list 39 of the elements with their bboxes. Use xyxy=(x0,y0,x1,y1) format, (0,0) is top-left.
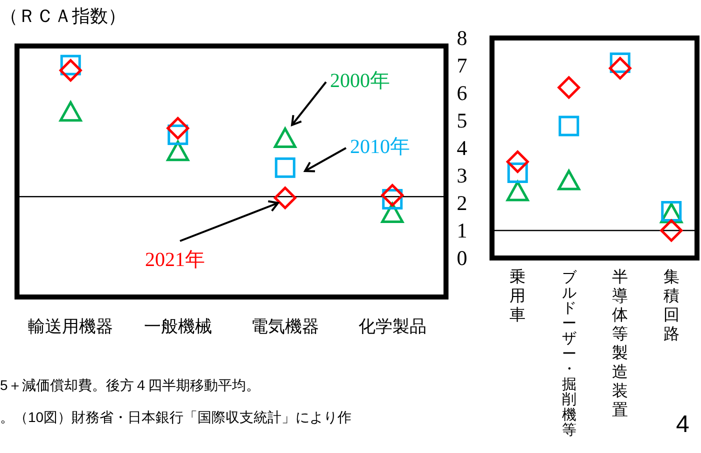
y-tick-label: 0 xyxy=(456,246,468,270)
point xyxy=(506,150,529,173)
point xyxy=(274,127,296,148)
point xyxy=(506,180,529,202)
point xyxy=(558,170,580,190)
y-tick-label: 2 xyxy=(456,191,468,215)
point xyxy=(381,184,404,207)
x-tick-label: 集積回路 xyxy=(663,269,680,343)
point xyxy=(608,57,632,80)
point xyxy=(274,186,296,210)
point xyxy=(59,59,82,82)
chart-title: （ＲＣＡ指数） xyxy=(0,6,126,26)
point xyxy=(660,219,683,242)
text: 4 xyxy=(676,411,690,438)
x-tick-label: 半導体等製造装置 xyxy=(612,268,628,419)
point xyxy=(166,116,190,140)
y-tick-label: 8 xyxy=(456,26,468,50)
point xyxy=(59,101,82,122)
y-tick-label: 6 xyxy=(456,81,468,105)
text: 5＋減価償却費。後方４四半期移動平均。 xyxy=(0,377,260,393)
category-label: ブルドーザー・掘削機等 xyxy=(562,270,576,439)
text: 。（10図）財務省・日本銀行「国際収支統計」により作 xyxy=(0,409,352,425)
text: 2021年 xyxy=(145,249,205,271)
x-tick-label: 乗用車 xyxy=(510,268,526,324)
point xyxy=(274,157,296,178)
point xyxy=(558,116,580,136)
y-tick-label: 5 xyxy=(456,108,468,132)
y-tick-label: 7 xyxy=(456,54,468,78)
x-tick-label: 電気機器 xyxy=(251,317,320,336)
x-tick-label: 化学製品 xyxy=(358,317,426,336)
text: 2000年 xyxy=(330,70,390,92)
series-label: 2010年 xyxy=(350,136,410,158)
x-tick-label: 一般機械 xyxy=(144,317,212,336)
y-tick-label: 3 xyxy=(456,164,468,188)
y-tick-label: 4 xyxy=(456,136,468,160)
point xyxy=(166,140,190,162)
y-tick-label: 1 xyxy=(456,218,468,242)
point xyxy=(558,76,580,99)
x-tick-label: 輸送用機器 xyxy=(28,317,114,336)
